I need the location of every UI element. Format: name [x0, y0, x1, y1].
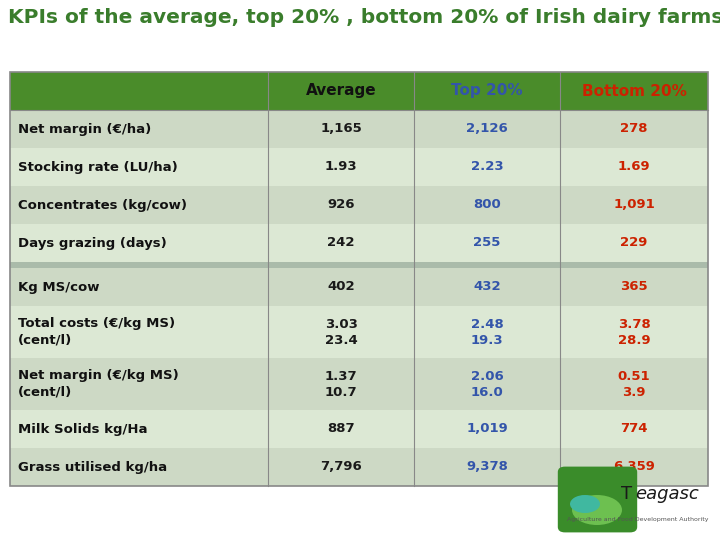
Text: 6,359: 6,359: [613, 461, 655, 474]
Text: Concentrates (kg/cow): Concentrates (kg/cow): [18, 199, 187, 212]
Text: 402: 402: [327, 280, 355, 294]
Text: Net margin (€/kg MS)
(cent/l): Net margin (€/kg MS) (cent/l): [18, 369, 179, 399]
Text: 1.93: 1.93: [325, 160, 357, 173]
Text: 1.37
10.7: 1.37 10.7: [325, 369, 357, 399]
Text: 0.51
3.9: 0.51 3.9: [618, 369, 650, 399]
Text: Kg MS/cow: Kg MS/cow: [18, 280, 99, 294]
Text: 2.06
16.0: 2.06 16.0: [471, 369, 503, 399]
Text: 229: 229: [621, 237, 648, 249]
Text: T: T: [621, 485, 632, 503]
Text: 1,165: 1,165: [320, 123, 362, 136]
Text: 1,019: 1,019: [466, 422, 508, 435]
Text: Net margin (€/ha): Net margin (€/ha): [18, 123, 151, 136]
Text: 3.78
28.9: 3.78 28.9: [618, 318, 650, 347]
Text: 2,126: 2,126: [466, 123, 508, 136]
Text: 1.69: 1.69: [618, 160, 650, 173]
Text: 2.23: 2.23: [471, 160, 503, 173]
Text: 1,091: 1,091: [613, 199, 655, 212]
Text: 800: 800: [473, 199, 501, 212]
Text: Bottom 20%: Bottom 20%: [582, 84, 686, 98]
Text: Agriculture and Food Development Authority: Agriculture and Food Development Authori…: [567, 517, 708, 523]
Text: 242: 242: [328, 237, 355, 249]
Text: 432: 432: [473, 280, 501, 294]
Text: 365: 365: [620, 280, 648, 294]
Text: 3.03
23.4: 3.03 23.4: [325, 318, 357, 347]
Text: 774: 774: [620, 422, 648, 435]
Text: Days grazing (days): Days grazing (days): [18, 237, 167, 249]
Text: 887: 887: [327, 422, 355, 435]
Text: 9,378: 9,378: [466, 461, 508, 474]
Text: Stocking rate (LU/ha): Stocking rate (LU/ha): [18, 160, 178, 173]
Text: 278: 278: [620, 123, 648, 136]
Text: Grass utilised kg/ha: Grass utilised kg/ha: [18, 461, 167, 474]
Text: eagasc: eagasc: [635, 485, 698, 503]
Text: KPIs of the average, top 20% , bottom 20% of Irish dairy farms: KPIs of the average, top 20% , bottom 20…: [8, 8, 720, 27]
Text: Total costs (€/kg MS)
(cent/l): Total costs (€/kg MS) (cent/l): [18, 318, 175, 347]
Text: 255: 255: [473, 237, 500, 249]
Text: Average: Average: [306, 84, 377, 98]
Text: Milk Solids kg/Ha: Milk Solids kg/Ha: [18, 422, 148, 435]
Text: 7,796: 7,796: [320, 461, 362, 474]
Text: 926: 926: [328, 199, 355, 212]
Text: 2.48
19.3: 2.48 19.3: [471, 318, 503, 347]
Text: Top 20%: Top 20%: [451, 84, 523, 98]
